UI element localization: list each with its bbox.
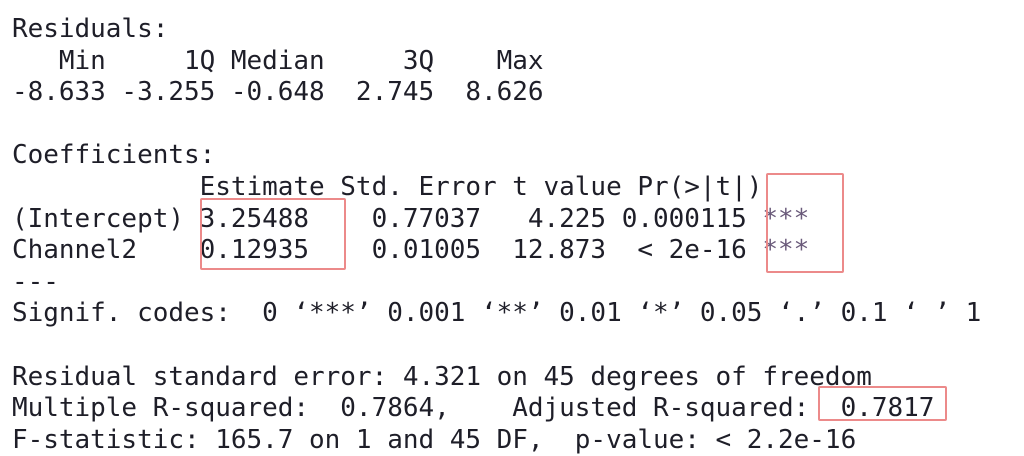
coefficient-row-intercept: (Intercept) 3.25488 0.77037 4.225 0.0001… [12,204,981,236]
coefficient-row-channel2: Channel2 0.12935 0.01005 12.873 < 2e-16 … [12,235,981,267]
separator: --- [12,266,59,297]
blank-line [12,109,981,141]
significance-stars: *** [762,235,810,266]
f-statistic: F-statistic: 165.7 on 1 and 45 DF, p-val… [12,424,857,455]
estimate-highlight-box [200,198,346,270]
blank-line [12,330,981,362]
coefficient-values: (Intercept) 3.25488 0.77037 4.225 0.0001… [12,203,763,234]
signif-codes: Signif. codes: 0 ‘***’ 0.001 ‘**’ 0.01 ‘… [12,298,982,329]
residual-standard-error: Residual standard error: 4.321 on 45 deg… [12,361,872,392]
r-squared: Multiple R-squared: 0.7864, Adjusted R-s… [12,393,950,424]
residuals-values: -8.633 -3.255 -0.648 2.745 8.626 [12,77,560,108]
residuals-title: Residuals: [12,14,169,44]
residuals-header: Min 1Q Median 3Q Max [12,45,560,76]
adjusted-r-squared-highlight-box [818,386,947,421]
significance-highlight-box [766,173,844,273]
coefficient-values: Channel2 0.12935 0.01005 12.873 < 2e-16 [12,235,763,266]
r-console-output: Residuals: Min 1Q Median 3Q Max -8.633 -… [12,14,981,456]
significance-stars: *** [762,203,810,234]
coefficients-title: Coefficients: [12,140,216,171]
coefficients-header: Estimate Std. Error t value Pr(>|t|) [12,171,825,202]
